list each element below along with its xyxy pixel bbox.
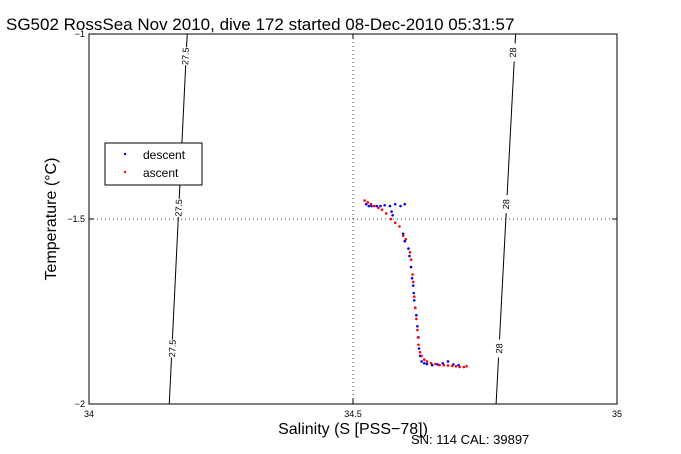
descent-point [420, 360, 423, 363]
ascent-point [389, 217, 393, 221]
contour-label: 27.5 [173, 199, 184, 217]
ascent-point [417, 343, 420, 347]
y-tick-label: −1.5 [67, 214, 85, 224]
x-tick-label: 34 [84, 409, 94, 419]
contour-label-bg [181, 47, 190, 66]
descent-point [417, 347, 421, 350]
descent-point [409, 265, 413, 269]
descent-point [412, 291, 416, 295]
ascent-point [377, 206, 380, 210]
data-points [363, 199, 468, 369]
x-tick-label: 34.5 [344, 409, 362, 419]
ascent-point [420, 354, 423, 358]
ascent-point [462, 365, 466, 369]
contour-label: 28 [508, 47, 519, 58]
axis-ticks: 34 34.5 35 −1 −1.5 −2 [67, 29, 622, 419]
ascent-point [384, 212, 388, 215]
descent-point [446, 360, 450, 363]
density-contours: 27.5 27.5 27.5 28 28 28 [167, 33, 519, 405]
descent-point [399, 204, 402, 208]
legend: descent ascent [104, 142, 203, 186]
ascent-point [425, 360, 429, 363]
grid [89, 34, 617, 404]
descent-point [422, 362, 426, 365]
descent-point [415, 313, 418, 317]
ascent-point [393, 221, 397, 224]
descent-point [407, 247, 410, 250]
descent-point [410, 276, 414, 280]
descent-point [391, 214, 394, 217]
ascent-point [411, 280, 415, 284]
descent-point [411, 284, 415, 287]
ascent-point [418, 350, 422, 354]
ascent-point [415, 317, 418, 321]
ascent-point [416, 328, 419, 332]
ascent-point [380, 208, 384, 212]
serial-calibration: SN: 114 CAL: 39897 [411, 432, 529, 447]
ascent-point [408, 251, 412, 254]
ascent-point [422, 358, 426, 361]
ascent-point [366, 201, 370, 204]
descent-point [408, 254, 411, 258]
descent-point [383, 204, 386, 207]
ascent-point [442, 363, 446, 367]
ascent-point [454, 364, 458, 368]
ascent-point [465, 364, 468, 368]
ascent-point [401, 234, 405, 237]
ascent-point [450, 364, 454, 368]
descent-point [367, 204, 371, 208]
contour-label: 28 [494, 343, 505, 354]
ascent-point [409, 258, 413, 262]
legend-label-descent: descent [143, 148, 186, 162]
x-tick-label: 35 [612, 409, 622, 419]
contour-label: 28 [501, 199, 512, 210]
descent-point [403, 202, 407, 206]
descent-point [436, 363, 439, 366]
ascent-point [363, 199, 366, 202]
chart-title: SG502 RossSea Nov 2010, dive 172 started… [6, 15, 514, 34]
contour-label-bg [502, 195, 511, 214]
ascent-point [438, 363, 441, 367]
ascent-point [446, 364, 450, 367]
descent-point [379, 204, 382, 208]
descent-point [393, 202, 397, 206]
descent-point [425, 362, 429, 366]
descent-point [364, 202, 368, 206]
legend-label-ascent: ascent [143, 166, 179, 180]
legend-marker-descent [123, 152, 127, 156]
ascent-point [412, 295, 416, 299]
descent-point [412, 299, 416, 302]
descent-point [416, 325, 419, 328]
y-tick-label: −2 [75, 399, 85, 409]
ascent-point [434, 362, 437, 366]
ascent-point [414, 306, 417, 310]
ascent-point [429, 362, 433, 365]
contour-label: 27.5 [167, 340, 178, 358]
descent-point [390, 210, 393, 213]
contour-label-bg [495, 339, 504, 358]
legend-marker-ascent [123, 170, 127, 174]
ascent-point [369, 202, 373, 206]
contour-label-bg [508, 43, 517, 62]
legend-box [104, 142, 203, 186]
descent-point [388, 204, 392, 208]
descent-point [401, 232, 405, 236]
contour-label-bg [168, 339, 177, 358]
ascent-point [416, 336, 420, 339]
ascent-point [458, 365, 461, 369]
descent-point [375, 204, 379, 208]
ascent-point [404, 238, 408, 241]
y-tick-label: −1 [75, 29, 85, 39]
y-axis-label: Temperature (°C) [43, 158, 60, 281]
x-axis-label: Salinity (S [PSS−78]) [278, 421, 428, 438]
ascent-point [411, 273, 414, 276]
contour-label-bg [174, 198, 183, 217]
ascent-point [372, 204, 376, 208]
ascent-point [398, 225, 401, 228]
contour-label: 27.5 [180, 47, 191, 65]
